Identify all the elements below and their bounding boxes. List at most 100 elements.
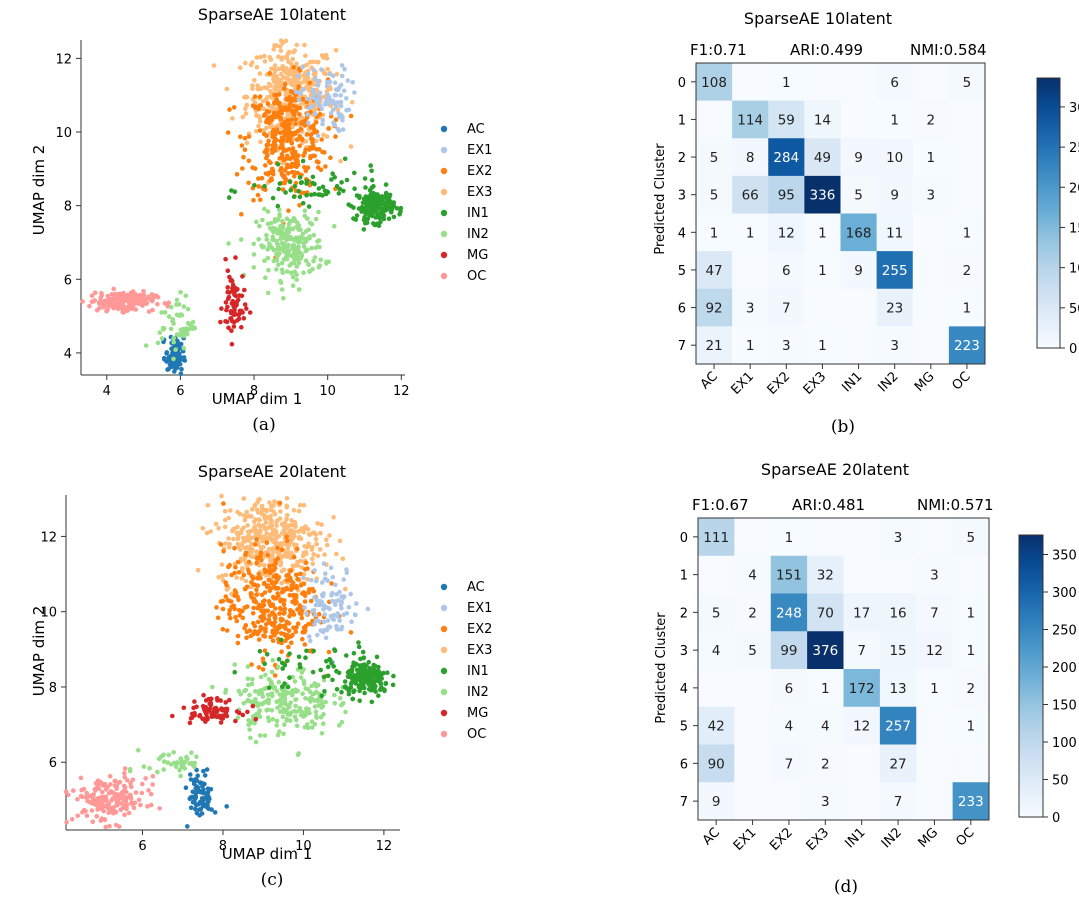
scatter-point-ex1 <box>313 76 318 81</box>
scatter-point-ex2 <box>266 138 271 144</box>
scatter-point-in1 <box>303 655 308 660</box>
scatter-point-in2 <box>165 760 170 765</box>
scatter-point-in1 <box>334 668 339 674</box>
heatmap-cell <box>916 669 953 708</box>
scatter-point-in2 <box>283 701 288 706</box>
scatter-point-ex2 <box>234 172 240 177</box>
scatter-point-in2 <box>311 691 317 697</box>
scatter-point-oc <box>100 783 106 788</box>
scatter-point-ex3 <box>254 55 260 60</box>
scatter-point-ex3 <box>243 514 249 520</box>
scatter-point-mg <box>229 341 235 347</box>
scatter-point-ex3 <box>268 558 273 563</box>
scatter-point-in2 <box>147 765 152 771</box>
scatter-point-in2 <box>262 700 267 705</box>
scatter-point-ex2 <box>236 570 242 575</box>
scatter-point-ex2 <box>256 184 261 189</box>
heatmap-frame <box>695 62 986 365</box>
scatter-point-ac <box>189 794 195 800</box>
cell-value: 257 <box>885 719 911 735</box>
scatter-point-in2 <box>301 678 307 684</box>
heatmap-cells: 111 1 3 54 151 32 35 2 248 70 17 16 7 14 5 99 376 7 15 12 16… <box>698 518 990 821</box>
scatter-point-in1 <box>362 690 367 696</box>
scatter-point-oc <box>108 805 114 811</box>
scatter-point-ex1 <box>325 96 330 101</box>
scatter-point-ex2 <box>291 65 296 70</box>
scatter-point-in2 <box>298 675 304 680</box>
scatter-point-in2 <box>316 209 321 215</box>
scatter-point-ex2 <box>348 630 354 635</box>
scatter-point-mg <box>240 274 245 279</box>
scatter-point-ex2 <box>268 634 274 640</box>
scatter-point-ex3 <box>267 55 273 60</box>
scatter-point-in2 <box>191 760 196 766</box>
cell-value: 2 <box>963 263 972 279</box>
scatter-point-ex3 <box>226 515 231 521</box>
panel-label: (d) <box>834 877 858 897</box>
scatter-point-ex2 <box>293 572 299 578</box>
cell-value: 151 <box>776 568 802 584</box>
scatter-point-ex2 <box>329 581 334 586</box>
scatter-point-in2 <box>292 245 297 250</box>
scatter-point-in2 <box>264 708 269 713</box>
scatter-point-ex1 <box>345 78 351 83</box>
scatter-point-in1 <box>351 216 356 221</box>
scatter-point-ex2 <box>240 615 246 621</box>
heatmap-cell <box>948 175 986 214</box>
scatter-point-oc <box>125 778 130 783</box>
scatter-point-oc <box>141 289 146 294</box>
scatter-point-ex2 <box>235 559 241 565</box>
scatter-point-ex2 <box>234 618 240 624</box>
scatter-point-in1 <box>378 680 383 686</box>
scatter-point-in2 <box>171 321 176 326</box>
scatter-point-in2 <box>264 237 270 242</box>
cell-value: 1 <box>821 681 830 697</box>
scatter-point-ex1 <box>318 628 324 633</box>
scatter-point-ex1 <box>331 617 337 622</box>
scatter-point-in1 <box>352 186 357 191</box>
scatter-point-in2 <box>305 216 310 221</box>
scatter-point-oc <box>105 307 110 312</box>
scatter-point-in2 <box>315 244 321 249</box>
scatter-point-in2 <box>178 773 183 779</box>
scatter-point-ex3 <box>283 38 289 44</box>
y-tick-label: 12 <box>55 52 72 67</box>
colorbar-tick-label: 150 <box>1069 221 1079 236</box>
scatter-point-in1 <box>329 177 334 182</box>
scatter-point-ex3 <box>254 507 260 513</box>
scatter-point-oc <box>118 801 124 806</box>
scatter-point-ex2 <box>281 611 287 616</box>
scatter-point-ex3 <box>302 42 307 48</box>
scatter-point-mg <box>226 294 232 300</box>
scatter-point-ac <box>164 351 169 356</box>
heatmap-cell <box>732 326 769 365</box>
legend-label: MG <box>467 248 488 263</box>
legend-marker-oc <box>440 730 448 738</box>
scatter-point-in1 <box>321 674 327 680</box>
scatter-point-in2 <box>284 710 290 715</box>
row-label: 3 <box>680 644 688 659</box>
scatter-point-ex3 <box>301 73 307 79</box>
scatter-point-ex3 <box>219 493 224 499</box>
scatter-point-ex2 <box>281 86 287 91</box>
cell-value: 42 <box>708 719 725 735</box>
scatter-point-ex2 <box>293 121 299 127</box>
cell-value: 168 <box>846 225 872 241</box>
scatter-point-oc <box>130 802 135 807</box>
scatter-point-in1 <box>232 669 237 675</box>
scatter-point-in1 <box>360 678 366 683</box>
scatter-point-ex2 <box>218 542 224 547</box>
scatter-point-ac <box>200 803 206 809</box>
heatmap-cell <box>732 63 769 101</box>
legend-marker-in2 <box>440 230 448 238</box>
scatter-point-in2 <box>179 312 185 318</box>
scatter-point-ex1 <box>321 607 326 612</box>
scatter-point-ex3 <box>219 562 225 567</box>
heatmap-cell <box>696 100 733 139</box>
scatter-point-ex1 <box>327 79 333 84</box>
scatter-point-in2 <box>235 715 241 720</box>
cell-value: 12 <box>778 225 795 241</box>
row-label: 2 <box>680 606 688 621</box>
scatter-point-ex2 <box>286 135 291 140</box>
scatter-point-in1 <box>354 213 360 218</box>
